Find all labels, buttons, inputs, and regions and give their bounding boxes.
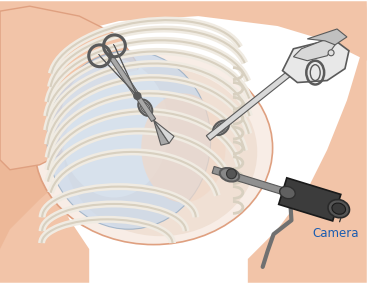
- Polygon shape: [99, 54, 138, 97]
- Polygon shape: [0, 6, 139, 170]
- Circle shape: [328, 50, 334, 56]
- Ellipse shape: [138, 100, 152, 116]
- Polygon shape: [212, 166, 289, 196]
- Ellipse shape: [141, 93, 226, 202]
- Polygon shape: [293, 39, 335, 61]
- Ellipse shape: [332, 203, 346, 214]
- Polygon shape: [283, 39, 349, 83]
- Circle shape: [226, 169, 236, 179]
- Ellipse shape: [328, 200, 350, 218]
- Polygon shape: [0, 41, 109, 249]
- Polygon shape: [114, 44, 138, 97]
- Ellipse shape: [141, 102, 150, 113]
- Ellipse shape: [60, 59, 168, 197]
- Ellipse shape: [220, 168, 239, 181]
- Polygon shape: [0, 1, 89, 283]
- Ellipse shape: [47, 51, 211, 229]
- Ellipse shape: [216, 123, 226, 133]
- Polygon shape: [154, 120, 174, 143]
- Ellipse shape: [64, 68, 257, 236]
- Circle shape: [134, 92, 141, 99]
- Ellipse shape: [35, 51, 273, 245]
- Polygon shape: [154, 120, 169, 145]
- Ellipse shape: [213, 120, 229, 135]
- Ellipse shape: [280, 186, 295, 199]
- Polygon shape: [206, 51, 317, 140]
- Polygon shape: [307, 29, 347, 45]
- Polygon shape: [279, 178, 341, 221]
- Polygon shape: [0, 1, 367, 61]
- Polygon shape: [248, 1, 367, 283]
- Text: Camera: Camera: [312, 218, 359, 240]
- Polygon shape: [105, 49, 156, 122]
